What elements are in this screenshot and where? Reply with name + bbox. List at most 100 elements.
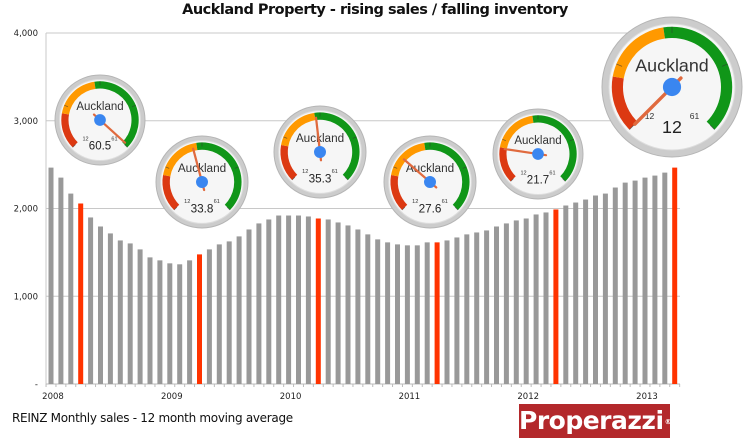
gauge-label: Auckland: [296, 132, 344, 145]
bar: [48, 167, 54, 384]
y-tick-label: 4,000: [14, 29, 38, 39]
gauge-value: 21.7: [527, 175, 549, 187]
gauge-tick: [344, 176, 349, 181]
gauge-auckland: Auckland 12 61 12: [601, 16, 743, 158]
gauge-zone: [281, 112, 316, 147]
gauge-zone: [391, 142, 426, 177]
gauge-zone: [499, 147, 516, 182]
gauge-value: 12: [662, 117, 682, 137]
gauge-zone: [94, 81, 139, 148]
bar: [88, 217, 94, 384]
x-tick-label: 2009: [161, 392, 183, 402]
bar: [355, 229, 361, 384]
gauge-tick: [454, 206, 459, 211]
gauge-min-label: 12: [184, 199, 190, 205]
y-tick-label: 1,000: [14, 292, 38, 302]
gauge-tick: [234, 166, 239, 169]
bar: [127, 243, 133, 384]
gauge-tick: [629, 124, 635, 130]
gauge-zone: [663, 26, 733, 130]
bar: [503, 223, 509, 384]
y-tick-label: 3,000: [14, 117, 38, 127]
gauge-zone: [61, 113, 78, 148]
bar: [563, 205, 569, 384]
gauge-zone: [61, 81, 96, 115]
gauge-zone: [499, 115, 534, 149]
gauge-zone: [612, 27, 665, 79]
gauge-min-label: 12: [82, 136, 88, 142]
bar: [276, 215, 282, 384]
gauge-hub: [662, 77, 682, 97]
bar-highlight: [672, 167, 678, 384]
bar: [305, 216, 311, 384]
x-tick-label: 2011: [399, 392, 421, 402]
bar: [543, 212, 549, 384]
gauge-tick: [173, 206, 178, 211]
x-tick-label: 2010: [280, 392, 302, 402]
bar: [335, 222, 341, 384]
bar: [622, 182, 628, 384]
bar: [602, 193, 608, 384]
gauge-tick: [352, 136, 357, 139]
gauge-tick: [283, 136, 288, 139]
bar: [246, 229, 252, 384]
bar: [385, 242, 391, 384]
gauge-tick: [569, 138, 574, 142]
gauge-zone: [163, 142, 198, 177]
bar: [375, 239, 381, 384]
gauge-tick: [131, 104, 136, 108]
bar: [68, 193, 74, 384]
gauge-tick: [401, 206, 406, 211]
gauge-tick: [709, 124, 715, 130]
bar: [137, 249, 143, 384]
gauge-zone: [162, 175, 180, 210]
gauge-hub: [196, 176, 208, 188]
bar: [98, 226, 103, 384]
gauge-hub: [94, 114, 106, 126]
gauge-tick: [616, 63, 623, 67]
gauge-zone: [196, 142, 242, 210]
bar: [523, 218, 529, 384]
gauge-tick: [64, 104, 69, 108]
gauge-tick: [291, 176, 296, 181]
bar: [652, 175, 658, 384]
y-tick-label: -: [35, 380, 38, 390]
gauge-tick: [124, 144, 128, 148]
bar: [583, 199, 589, 384]
bar-highlight: [315, 218, 321, 384]
bar: [454, 237, 460, 384]
bar: [404, 245, 410, 384]
bar-highlight: [434, 242, 440, 384]
bar: [296, 215, 301, 384]
gauge-zone: [532, 115, 577, 182]
gauge-min-label: 12: [645, 111, 655, 121]
bar: [365, 234, 371, 384]
gauge-max-label: 61: [111, 136, 117, 142]
bar: [513, 220, 519, 384]
bar: [266, 219, 272, 384]
bar: [177, 264, 183, 384]
bar: [444, 240, 450, 384]
properazzi-logo[interactable]: Properazzi®: [519, 404, 672, 438]
bar: [345, 225, 351, 384]
bar: [464, 234, 470, 384]
gauge-zone: [390, 175, 408, 210]
gauge-tick: [510, 178, 514, 182]
bar: [256, 223, 262, 384]
logo-text: Properazzi: [519, 406, 664, 435]
bar: [414, 245, 420, 384]
gauge-label: Auckland: [76, 101, 123, 113]
gauge-min-label: 12: [520, 170, 526, 176]
bar: [494, 226, 499, 384]
gauge-tick: [165, 166, 170, 169]
bar: [662, 172, 668, 384]
bar: [573, 202, 579, 384]
source-note: REINZ Monthly sales - 12 month moving av…: [12, 411, 293, 425]
bar: [187, 260, 193, 384]
bar: [117, 240, 123, 384]
gauge-tick: [462, 166, 467, 169]
bar: [395, 244, 400, 384]
